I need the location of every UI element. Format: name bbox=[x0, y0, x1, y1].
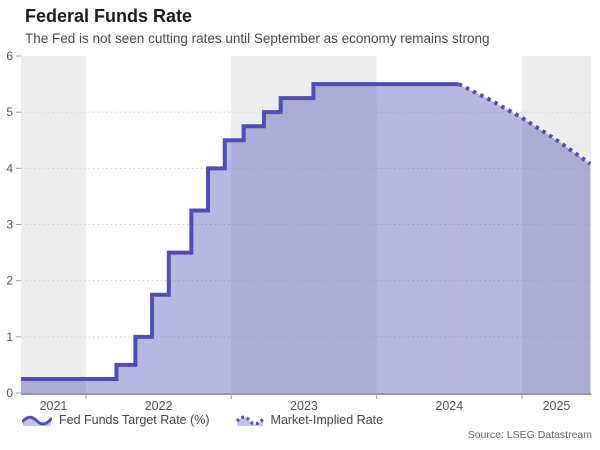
y-tick-label: 1 bbox=[6, 330, 13, 344]
target-rate-line bbox=[21, 82, 459, 381]
y-tick-label: 4 bbox=[6, 161, 13, 175]
legend-item-target-rate[interactable]: Fed Funds Target Rate (%) bbox=[22, 413, 210, 427]
chart-legend: Fed Funds Target Rate (%) Market-Implied… bbox=[22, 413, 383, 427]
x-tick-label: 2023 bbox=[290, 399, 318, 413]
x-tick-label: 2022 bbox=[145, 399, 173, 413]
legend-label-market-implied: Market-Implied Rate bbox=[270, 413, 384, 427]
source-attribution: Source: LSEG Datastream bbox=[467, 429, 592, 441]
y-tick-label: 3 bbox=[6, 218, 13, 232]
legend-item-market-implied[interactable]: Market-Implied Rate bbox=[235, 413, 384, 427]
implied-rate-area bbox=[458, 84, 591, 393]
x-tick-label: 2021 bbox=[40, 399, 68, 413]
legend-label-target-rate: Fed Funds Target Rate (%) bbox=[59, 413, 210, 427]
y-tick-label: 5 bbox=[6, 105, 13, 119]
year-band bbox=[85, 56, 232, 393]
y-tick-label: 6 bbox=[6, 49, 13, 63]
chart-subtitle: The Fed is not seen cutting rates until … bbox=[25, 31, 490, 46]
x-tick-label: 2024 bbox=[435, 399, 463, 413]
x-tick-label: 2025 bbox=[543, 399, 571, 413]
solid-wave-icon bbox=[22, 415, 52, 426]
page-title: Federal Funds Rate bbox=[25, 6, 193, 26]
y-tick-label: 2 bbox=[6, 274, 13, 288]
dotted-wave-icon bbox=[235, 415, 264, 426]
y-tick-label: 0 bbox=[6, 386, 13, 400]
target-rate-area bbox=[21, 84, 459, 393]
